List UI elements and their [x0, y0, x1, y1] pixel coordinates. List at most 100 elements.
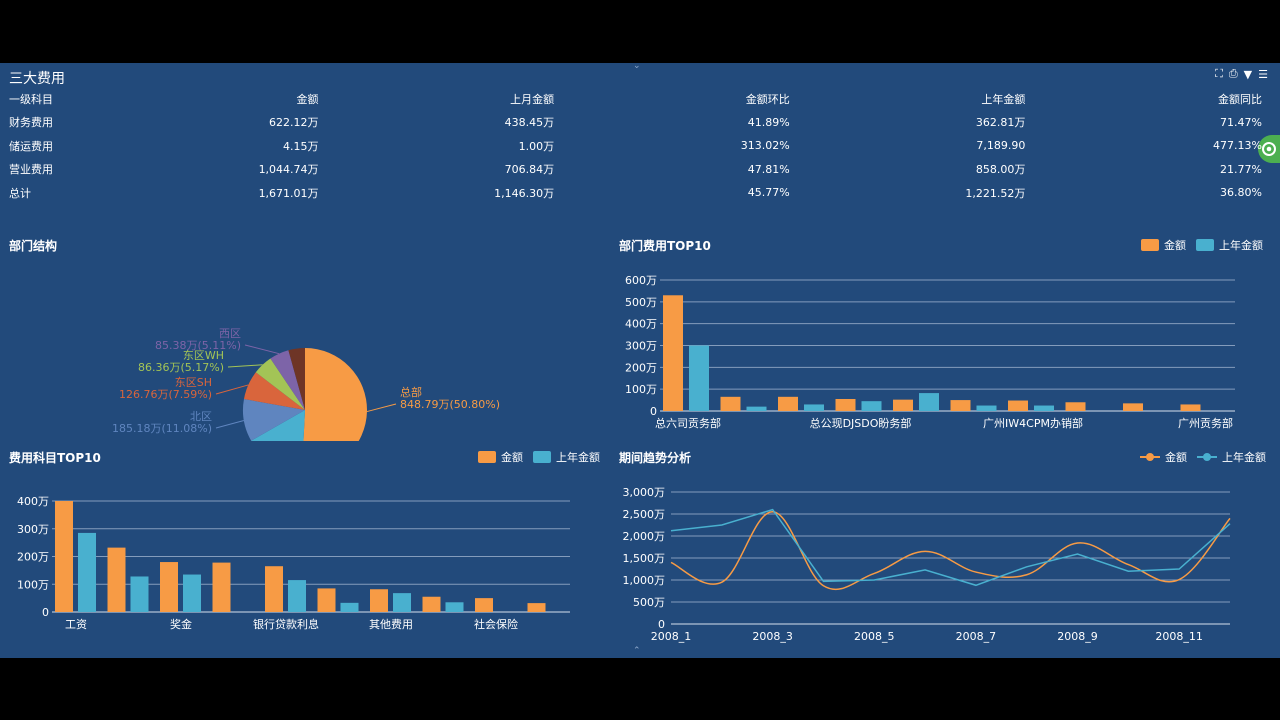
pie-slice	[270, 350, 305, 410]
bar-amount	[950, 400, 971, 411]
table-cell: 4.15万	[283, 139, 319, 153]
pie-slice-name: 北区	[190, 410, 212, 423]
bar-last-year	[78, 532, 96, 612]
x-tick-label: 2008_11	[1155, 630, 1203, 643]
fullscreen-icon[interactable]: ⛶	[1215, 67, 1223, 80]
row-label: 储运费用	[9, 139, 53, 153]
bar-amount	[265, 566, 283, 612]
print-icon[interactable]: ⎙	[1228, 67, 1238, 80]
bar-last-year	[183, 574, 201, 612]
table-cell: 477.13%	[1213, 139, 1262, 153]
table-cell: 45.77%	[747, 186, 790, 200]
x-tick-label: 社会保险	[474, 617, 518, 631]
y-tick-label: 600万	[625, 274, 657, 287]
table-cell: 858.00万	[975, 163, 1026, 177]
y-tick-label: 2,500万	[623, 508, 666, 521]
pie-chart-title: 部门结构	[9, 239, 58, 253]
bar-last-year	[1034, 405, 1054, 411]
bar-last-year	[861, 401, 882, 411]
x-tick-label: 2008_9	[1057, 630, 1098, 643]
table-cell: 362.81万	[975, 116, 1026, 130]
collapse-bottom-icon[interactable]: ⌃	[633, 646, 641, 656]
table-cell: 313.02%	[740, 139, 790, 153]
y-tick-label: 0	[42, 606, 49, 619]
y-tick-label: 300万	[625, 340, 657, 353]
x-tick-label: 2008_7	[956, 630, 997, 643]
table-row: 财务费用 622.12万 438.45万 41.89% 362.81万 71.47%	[0, 111, 1262, 135]
pie-slice-name: 东区SH	[175, 376, 212, 389]
y-tick-label: 400万	[625, 318, 657, 331]
trend-line-chart: 0 500万 1,000万 1,500万 2,000万 2,500万 3,000万 2008_…	[623, 486, 1231, 643]
bar-last-year	[130, 576, 149, 612]
table-cell: 706.84万	[504, 163, 555, 177]
bar-last-year	[804, 404, 824, 411]
y-tick-label: 200万	[17, 551, 49, 564]
pie-slice-name: 东区WH	[183, 349, 224, 362]
bar-amount	[663, 295, 683, 411]
bar-amount	[475, 598, 493, 612]
row-label: 财务费用	[9, 116, 53, 130]
bar-last-year	[393, 593, 411, 612]
collapse-top-icon[interactable]: ⌄	[633, 63, 641, 71]
table-cell: 47.81%	[747, 162, 790, 176]
y-tick-label: 3,000万	[623, 486, 666, 499]
table-header: 上月金额	[510, 92, 555, 106]
x-tick-label: 2008_5	[854, 630, 895, 643]
bar-amount	[893, 399, 913, 411]
y-tick-label: 100万	[625, 383, 657, 396]
pie-slice-label: 185.18万(11.08%)	[112, 422, 212, 435]
pie-slice	[303, 348, 367, 441]
x-tick-label: 工资	[65, 618, 87, 631]
pie-slice-name: 西区	[219, 327, 241, 340]
legend-last-year[interactable]: 上年金额	[533, 449, 600, 465]
menu-icon[interactable]: ☰	[1258, 67, 1268, 81]
y-tick-label: 100万	[17, 578, 49, 591]
pie-slice	[243, 399, 305, 441]
dept-bar-legend: 金额 上年金额	[1141, 237, 1263, 253]
table-cell: 71.47%	[1220, 115, 1262, 129]
pie-label-line	[215, 420, 245, 429]
legend-last-year[interactable]: 上年金额	[1197, 449, 1266, 465]
table-header: 金额	[296, 92, 319, 106]
table-cell: 1,671.01万	[258, 186, 319, 200]
pie-slice-label: 85.38万(5.11%)	[155, 339, 241, 352]
table-cell: 1,044.74万	[258, 163, 319, 177]
legend-amount[interactable]: 金额	[1140, 449, 1187, 465]
x-tick-label: 奖金	[170, 617, 192, 631]
pie-slice-label: 86.36万(5.17%)	[138, 361, 224, 374]
item-bar-title: 费用科目TOP10	[9, 451, 101, 465]
side-help-tab[interactable]	[1258, 135, 1280, 163]
y-tick-label: 0	[650, 405, 657, 418]
legend-amount[interactable]: 金额	[478, 449, 523, 465]
fees-table: 一级科目 金额 上月金额 金额环比 上年金额 金额同比 财务费用 622.12万 4…	[0, 87, 1262, 205]
bar-amount	[527, 603, 546, 612]
table-header-row: 一级科目 金额 上月金额 金额环比 上年金额 金额同比	[0, 87, 1262, 111]
bar-amount	[1123, 403, 1143, 411]
bar-amount	[1008, 400, 1028, 411]
table-cell: 1,221.52万	[965, 186, 1026, 200]
legend-amount[interactable]: 金额	[1141, 237, 1186, 253]
gear-icon	[1262, 142, 1276, 156]
bar-amount	[778, 396, 798, 411]
toolbar: ⛶ ⎙ ▼ ☰	[1215, 67, 1268, 81]
legend-last-year[interactable]: 上年金额	[1196, 237, 1263, 253]
y-tick-label: 2,000万	[623, 530, 666, 543]
pie-label-line	[366, 403, 397, 413]
bar-last-year	[689, 345, 709, 411]
bar-amount	[422, 596, 441, 612]
pie-label-line	[215, 384, 249, 395]
bar-last-year	[976, 405, 997, 411]
pie-slice-name: 总部	[400, 385, 422, 399]
x-tick-label: 总六司贡务部	[655, 416, 721, 430]
y-tick-label: 1,000万	[623, 574, 666, 587]
filter-icon[interactable]: ▼	[1243, 67, 1253, 81]
pie-slice	[255, 358, 305, 410]
bar-last-year	[340, 602, 359, 612]
page-title: 三大费用	[9, 71, 65, 87]
x-tick-label: 广州IW4CPM办销部	[983, 416, 1083, 430]
bar-last-year	[288, 580, 306, 612]
table-row: 储运费用 4.15万 1.00万 313.02% 7,189.90 477.13%	[0, 134, 1262, 158]
pie-slice	[243, 372, 305, 410]
bar-amount	[370, 589, 388, 612]
